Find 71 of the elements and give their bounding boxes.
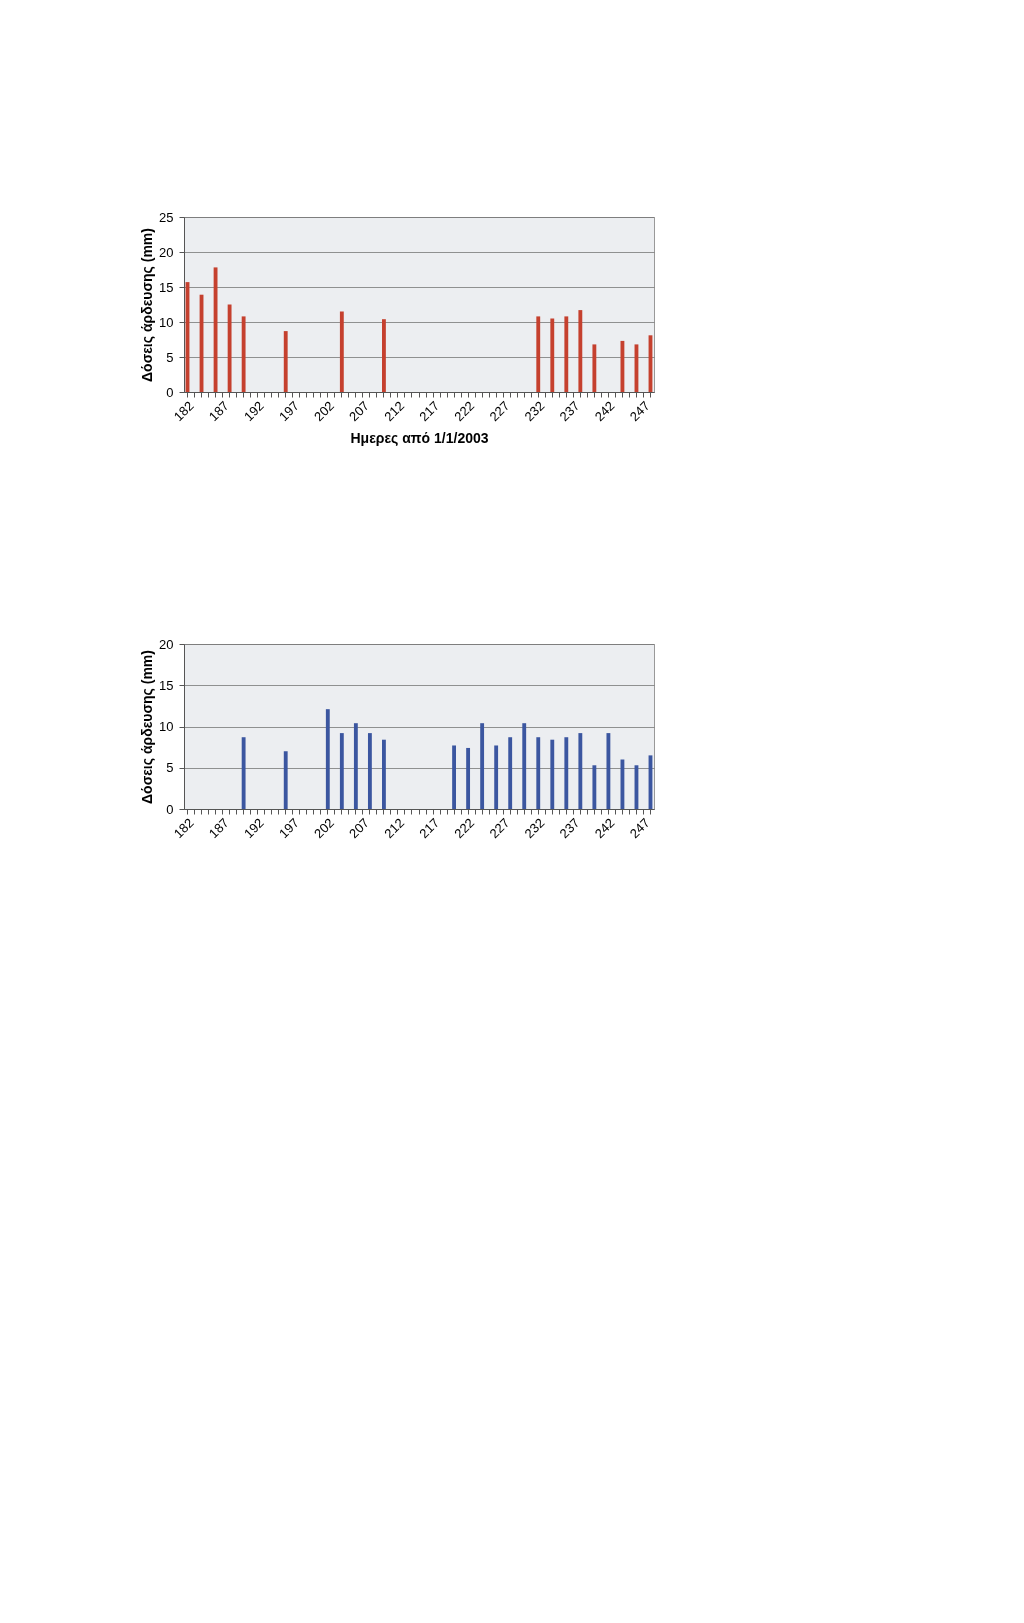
bar: [494, 745, 499, 809]
x-tick-label: 237: [556, 398, 583, 425]
bar: [382, 739, 386, 809]
y-tick-label: 10: [159, 314, 174, 330]
x-tick-label: 232: [521, 398, 548, 425]
bar: [283, 331, 288, 392]
x-tick-label: 247: [626, 398, 653, 425]
bar: [592, 765, 597, 809]
bar: [508, 737, 513, 809]
y-tick-label: 20: [159, 244, 174, 260]
y-tick-label: 25: [159, 209, 174, 225]
y-tick-label: 15: [159, 677, 174, 693]
bar: [564, 737, 569, 809]
bar: [536, 737, 541, 809]
x-tick-label: 237: [556, 815, 583, 842]
y-tick-label: 20: [159, 636, 174, 652]
bar: [592, 344, 597, 392]
x-tick-label: 192: [240, 815, 267, 842]
bar: [480, 723, 485, 809]
x-tick-label: 217: [416, 398, 443, 425]
bar: [339, 733, 344, 809]
x-tick-label: 227: [486, 815, 513, 842]
bar: [241, 316, 246, 392]
bar: [227, 304, 232, 392]
x-tick-label: 187: [205, 815, 232, 842]
x-tick-label: 182: [170, 398, 197, 425]
bar: [283, 751, 288, 809]
x-tick-label: 202: [311, 398, 337, 425]
x-tick-label: 242: [591, 815, 618, 842]
bar: [325, 709, 330, 809]
x-tick-label: 247: [626, 815, 653, 842]
bar: [536, 316, 541, 392]
y-axis-title: Δόσεις άρδευσης (mm): [139, 650, 156, 804]
bar: [466, 747, 471, 809]
y-tick-label: 10: [159, 719, 174, 734]
x-tick-label: 222: [451, 398, 478, 425]
x-axis-title: Ημερες από 1/1/2003: [350, 430, 489, 447]
x-tick-label: 227: [486, 398, 513, 425]
x-tick-label: 222: [451, 815, 478, 842]
y-tick-label: 15: [159, 279, 174, 295]
x-tick-label: 187: [205, 398, 232, 425]
x-tick-label: 212: [381, 398, 408, 425]
x-tick-label: 197: [275, 815, 302, 842]
x-tick-label: 197: [275, 398, 302, 425]
bar: [564, 316, 569, 392]
bar: [522, 723, 527, 809]
x-tick-label: 207: [346, 398, 373, 425]
bar: [550, 739, 555, 809]
bar: [367, 733, 372, 809]
y-tick-label: 5: [166, 349, 174, 365]
bar: [606, 733, 611, 809]
x-tick-label: 242: [591, 398, 618, 425]
bar: [241, 737, 246, 809]
bar: [339, 311, 344, 392]
bar: [550, 318, 555, 392]
x-tick-label: 202: [311, 815, 337, 842]
bar: [578, 733, 583, 809]
x-tick-label: 182: [170, 815, 197, 842]
bar: [353, 723, 358, 809]
x-tick-label: 212: [381, 815, 408, 842]
bar: [452, 745, 456, 809]
x-tick-label: 192: [240, 398, 267, 425]
bar: [578, 310, 583, 392]
x-tick-label: 217: [416, 815, 443, 842]
y-axis-title: Δόσεις άρδευσης (mm): [139, 228, 156, 382]
y-tick-label: 0: [166, 801, 174, 817]
x-tick-label: 207: [346, 815, 373, 842]
y-tick-label: 0: [166, 384, 174, 400]
y-tick-label: 5: [166, 760, 174, 776]
x-tick-label: 232: [521, 815, 548, 842]
bar: [382, 319, 386, 392]
